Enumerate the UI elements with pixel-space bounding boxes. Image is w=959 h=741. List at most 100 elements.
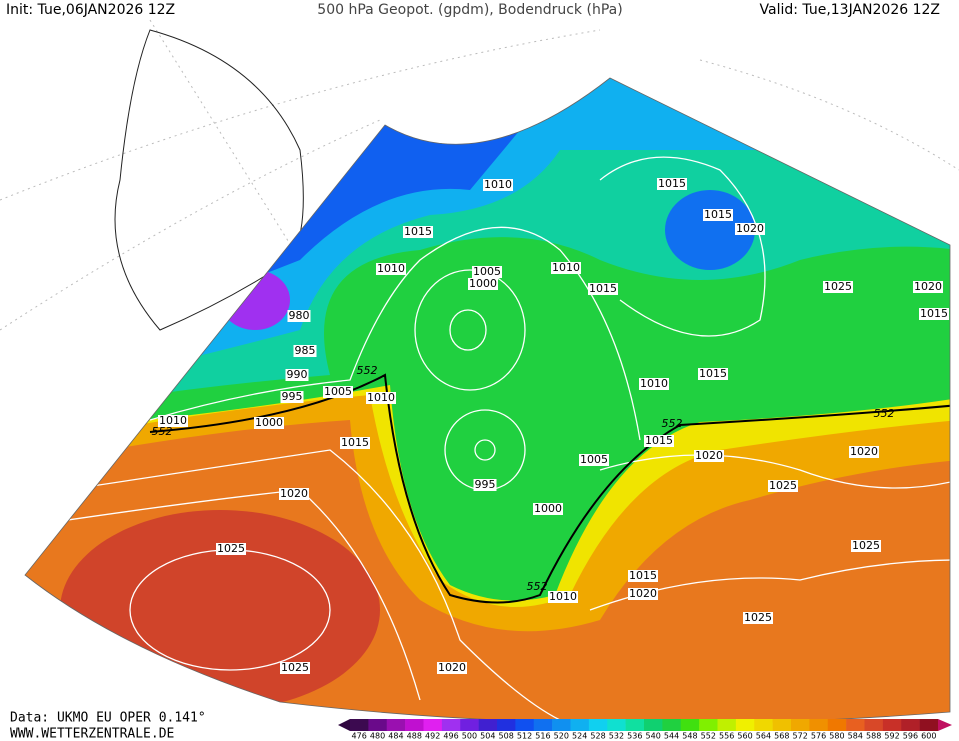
colorbar-arrow-low	[338, 719, 350, 731]
contour-labels: 1010 1015 1010 1005 1000 1010 1015 1015 1020 1015…	[152, 177, 949, 674]
label-box	[743, 612, 773, 624]
label-box	[849, 446, 879, 458]
pressure-label: 1015	[658, 177, 686, 190]
label-box	[694, 450, 724, 462]
label-box	[158, 415, 188, 427]
field-purple	[220, 270, 290, 330]
label-box	[768, 480, 798, 492]
graticule-line	[0, 29, 601, 201]
colorbar-segment	[607, 719, 626, 731]
colorbar-segment	[772, 719, 792, 731]
pressure-label: 1010	[367, 391, 395, 404]
colorbar-label: 548	[682, 732, 697, 741]
isobar	[25, 449, 561, 721]
pressure-label: 1010	[552, 261, 580, 274]
pressure-label: 1015	[920, 307, 948, 320]
colorbar-segment	[680, 719, 700, 731]
colorbar-label: 492	[425, 732, 440, 741]
colorbar-label: 520	[554, 732, 569, 741]
colorbar-segment	[846, 719, 865, 731]
geopotential-label: 552	[152, 425, 173, 438]
init-time: Init: Tue,06JAN2026 12Z	[6, 2, 175, 18]
colorbar-label: 580	[829, 732, 844, 741]
pressure-label: 1015	[704, 208, 732, 221]
colorbar-label: 576	[811, 732, 826, 741]
pressure-label: 980	[289, 309, 310, 322]
pressure-label: 1015	[589, 282, 617, 295]
geopotential-label: 552	[357, 364, 378, 377]
colorbar-segment	[901, 719, 920, 731]
pressure-label: 1015	[629, 569, 657, 582]
colorbar-segment	[350, 719, 369, 731]
label-box	[285, 369, 309, 381]
colorbar-label: 532	[609, 732, 624, 741]
pressure-label: 1015	[341, 436, 369, 449]
label-box	[366, 392, 396, 404]
pressure-label: 1010	[549, 590, 577, 603]
colorbar-label: 528	[590, 732, 605, 741]
label-box	[287, 310, 311, 322]
pressure-label: 985	[295, 344, 316, 357]
colorbar-label: 484	[388, 732, 403, 741]
colorbar-segment	[588, 719, 608, 731]
colorbar-label: 504	[480, 732, 495, 741]
colorbar-label: 600	[921, 732, 936, 741]
colorbar-label: 536	[627, 732, 642, 741]
field-red	[60, 510, 380, 710]
label-box	[588, 283, 618, 295]
greenland-outline	[114, 29, 304, 331]
label-box	[919, 308, 949, 320]
label-box	[628, 570, 658, 582]
pressure-label: 1020	[736, 222, 764, 235]
pressure-label: 990	[287, 368, 308, 381]
pressure-label: 1010	[640, 377, 668, 390]
pressure-label: 1005	[580, 453, 608, 466]
pressure-label: 1025	[852, 539, 880, 552]
label-box	[823, 281, 853, 293]
label-box	[280, 662, 310, 674]
colorbar-label: 496	[443, 732, 458, 741]
colorbar-segment	[625, 719, 645, 731]
label-box	[468, 278, 498, 290]
pressure-label: 1020	[629, 587, 657, 600]
label-box	[376, 263, 406, 275]
colorbar-label: 560	[737, 732, 752, 741]
graticule	[0, 19, 959, 331]
colorbar-segment	[423, 719, 443, 731]
isobar	[414, 269, 526, 391]
colorbar-label: 516	[535, 732, 550, 741]
colorbar-label: 500	[462, 732, 477, 741]
label-box	[254, 417, 284, 429]
label-box	[698, 368, 728, 380]
pressure-label: 1010	[377, 262, 405, 275]
pressure-label: 1025	[769, 479, 797, 492]
colorbar-label: 476	[352, 732, 367, 741]
pressure-label: 1010	[484, 178, 512, 191]
pressure-label: 1025	[824, 280, 852, 293]
label-box	[280, 391, 304, 403]
colorbar-segment	[515, 719, 535, 731]
label-box	[216, 543, 246, 555]
label-box	[644, 435, 674, 447]
colorbar-label: 524	[572, 732, 587, 741]
pressure-label: 1015	[404, 225, 432, 238]
colorbar-segment	[919, 719, 939, 731]
geopotential-label: 552	[874, 407, 895, 420]
label-box	[279, 488, 309, 500]
colorbar-label: 508	[499, 732, 514, 741]
map-title: 500 hPa Geopot. (gpdm), Bodendruck (hPa)	[317, 2, 622, 18]
pressure-label: 1000	[469, 277, 497, 290]
label-box	[628, 588, 658, 600]
label-box	[913, 281, 943, 293]
colorbar-label: 584	[848, 732, 863, 741]
colorbar-segment	[662, 719, 682, 731]
label-box	[533, 503, 563, 515]
geopotential-label: 552	[662, 417, 683, 430]
colorbar-segment	[827, 719, 847, 731]
label-box	[403, 226, 433, 238]
label-box	[472, 266, 502, 278]
label-box	[483, 179, 513, 191]
label-box	[657, 178, 687, 190]
